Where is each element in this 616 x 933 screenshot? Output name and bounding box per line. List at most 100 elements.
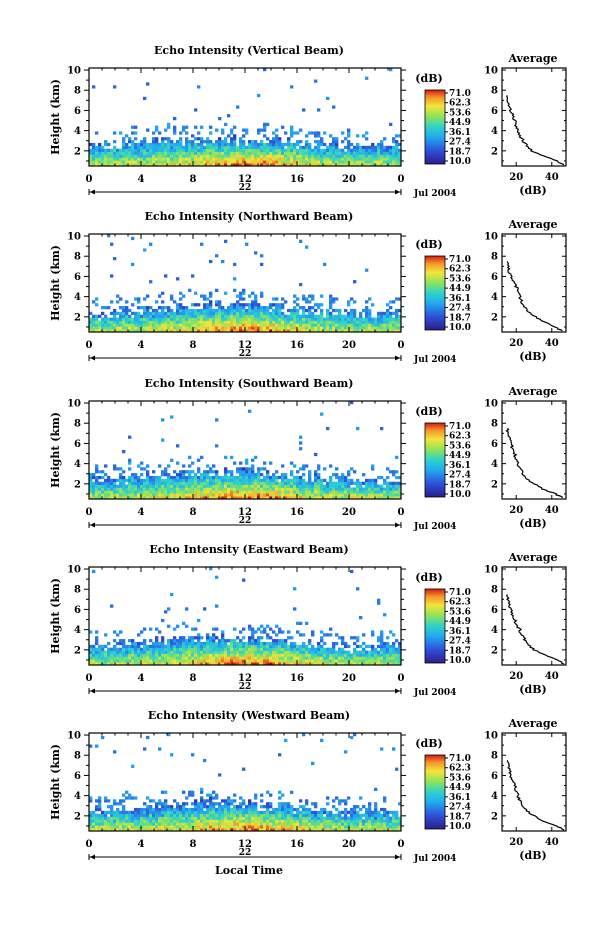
x-tick-label: 20 (342, 174, 356, 185)
heatmap-cell (188, 326, 191, 329)
heatmap-cell (359, 651, 362, 654)
heatmap-cell (131, 479, 134, 482)
heatmap-cell (98, 802, 101, 805)
heatmap-cell (302, 482, 305, 485)
heatmap-cell (185, 493, 188, 496)
heatmap-cell (224, 137, 227, 140)
heatmap-cell (113, 152, 116, 155)
heatmap-cell (170, 459, 173, 462)
heatmap-cell (134, 154, 137, 157)
heatmap-cell (284, 131, 287, 134)
heatmap-cell (149, 808, 152, 811)
heatmap-cell (140, 808, 143, 811)
heatmap-cell (308, 651, 311, 654)
heatmap-cell (95, 493, 98, 496)
heatmap-cell (341, 318, 344, 321)
heatmap-cell (224, 805, 227, 808)
heatmap-cell (395, 140, 398, 143)
heatmap-cell (191, 642, 194, 645)
heatmap-cell (242, 802, 245, 805)
heatmap-cell (395, 143, 398, 146)
heatmap-cell (254, 825, 257, 828)
heatmap-cell (215, 479, 218, 482)
heatmap-cell (194, 808, 197, 811)
heatmap-cell (122, 656, 125, 659)
heatmap-cell (263, 490, 266, 493)
heatmap-cell (194, 315, 197, 318)
heatmap-cell (197, 822, 200, 825)
heatmap-cell (125, 485, 128, 488)
heatmap-cell (92, 653, 95, 656)
heatmap-cell (209, 802, 212, 805)
heatmap-cell (284, 152, 287, 155)
colorbar (425, 589, 445, 663)
heatmap-cell (344, 146, 347, 149)
heatmap-cell (152, 651, 155, 654)
heatmap-cell (221, 811, 224, 814)
heatmap-cell (227, 799, 230, 802)
heatmap-cell (137, 825, 140, 828)
heatmap-cell (101, 819, 104, 822)
heatmap-cell (134, 137, 137, 140)
heatmap-cell (311, 490, 314, 493)
heatmap-cell (215, 154, 218, 157)
heatmap-cell (245, 476, 248, 479)
heatmap-cell (197, 819, 200, 822)
heatmap-cell (167, 490, 170, 493)
heatmap-cell (278, 152, 281, 155)
heatmap-cell (293, 493, 296, 496)
heatmap-cell (224, 320, 227, 323)
heatmap-cell (173, 490, 176, 493)
heatmap-cell (335, 651, 338, 654)
heatmap-cell (131, 318, 134, 321)
heatmap-cell (173, 808, 176, 811)
heatmap-cell (275, 137, 278, 140)
heatmap-cell (134, 656, 137, 659)
heatmap-cell (323, 659, 326, 662)
heatmap-cell (386, 154, 389, 157)
heatmap-cell (344, 323, 347, 326)
heatmap-cell (152, 819, 155, 822)
heatmap-cell (125, 490, 128, 493)
heatmap-cell (266, 659, 269, 662)
heatmap-cell (98, 819, 101, 822)
heatmap-cell (257, 309, 260, 312)
heatmap-cell (356, 146, 359, 149)
heatmap-cell (386, 152, 389, 155)
heatmap-cell (389, 300, 392, 303)
heatmap-cell (233, 277, 236, 280)
heatmap-cell (143, 825, 146, 828)
heatmap-cell (185, 323, 188, 326)
heatmap-cell (251, 645, 254, 648)
heatmap-cell (248, 149, 251, 152)
heatmap-cell (239, 639, 242, 642)
heatmap-cell (140, 630, 143, 633)
heatmap-cell (386, 309, 389, 312)
heatmap-cell (395, 152, 398, 155)
heatmap-cell (197, 651, 200, 654)
heatmap-cell (209, 309, 212, 312)
heatmap-cell (185, 656, 188, 659)
heatmap-cell (131, 645, 134, 648)
heatmap-cell (281, 464, 284, 467)
heatmap-cell (251, 805, 254, 808)
heatmap-cell (323, 651, 326, 654)
heatmap-cell (200, 642, 203, 645)
heatmap-cell (242, 306, 245, 309)
profile-y-tick-label: 6 (491, 605, 498, 616)
heatmap-cell (131, 160, 134, 163)
heatmap-cell (284, 639, 287, 642)
heatmap-cell (326, 146, 329, 149)
heatmap-cell (362, 473, 365, 476)
date-label: 22 (239, 682, 252, 692)
heatmap-cell (155, 822, 158, 825)
heatmap-cell (146, 318, 149, 321)
heatmap-cell (188, 464, 191, 467)
heatmap-cell (218, 323, 221, 326)
heatmap-cell (260, 814, 263, 817)
heatmap-cell (338, 320, 341, 323)
heatmap-cell (257, 819, 260, 822)
heatmap-cell (251, 653, 254, 656)
heatmap-cell (377, 476, 380, 479)
heatmap-cell (95, 464, 98, 467)
